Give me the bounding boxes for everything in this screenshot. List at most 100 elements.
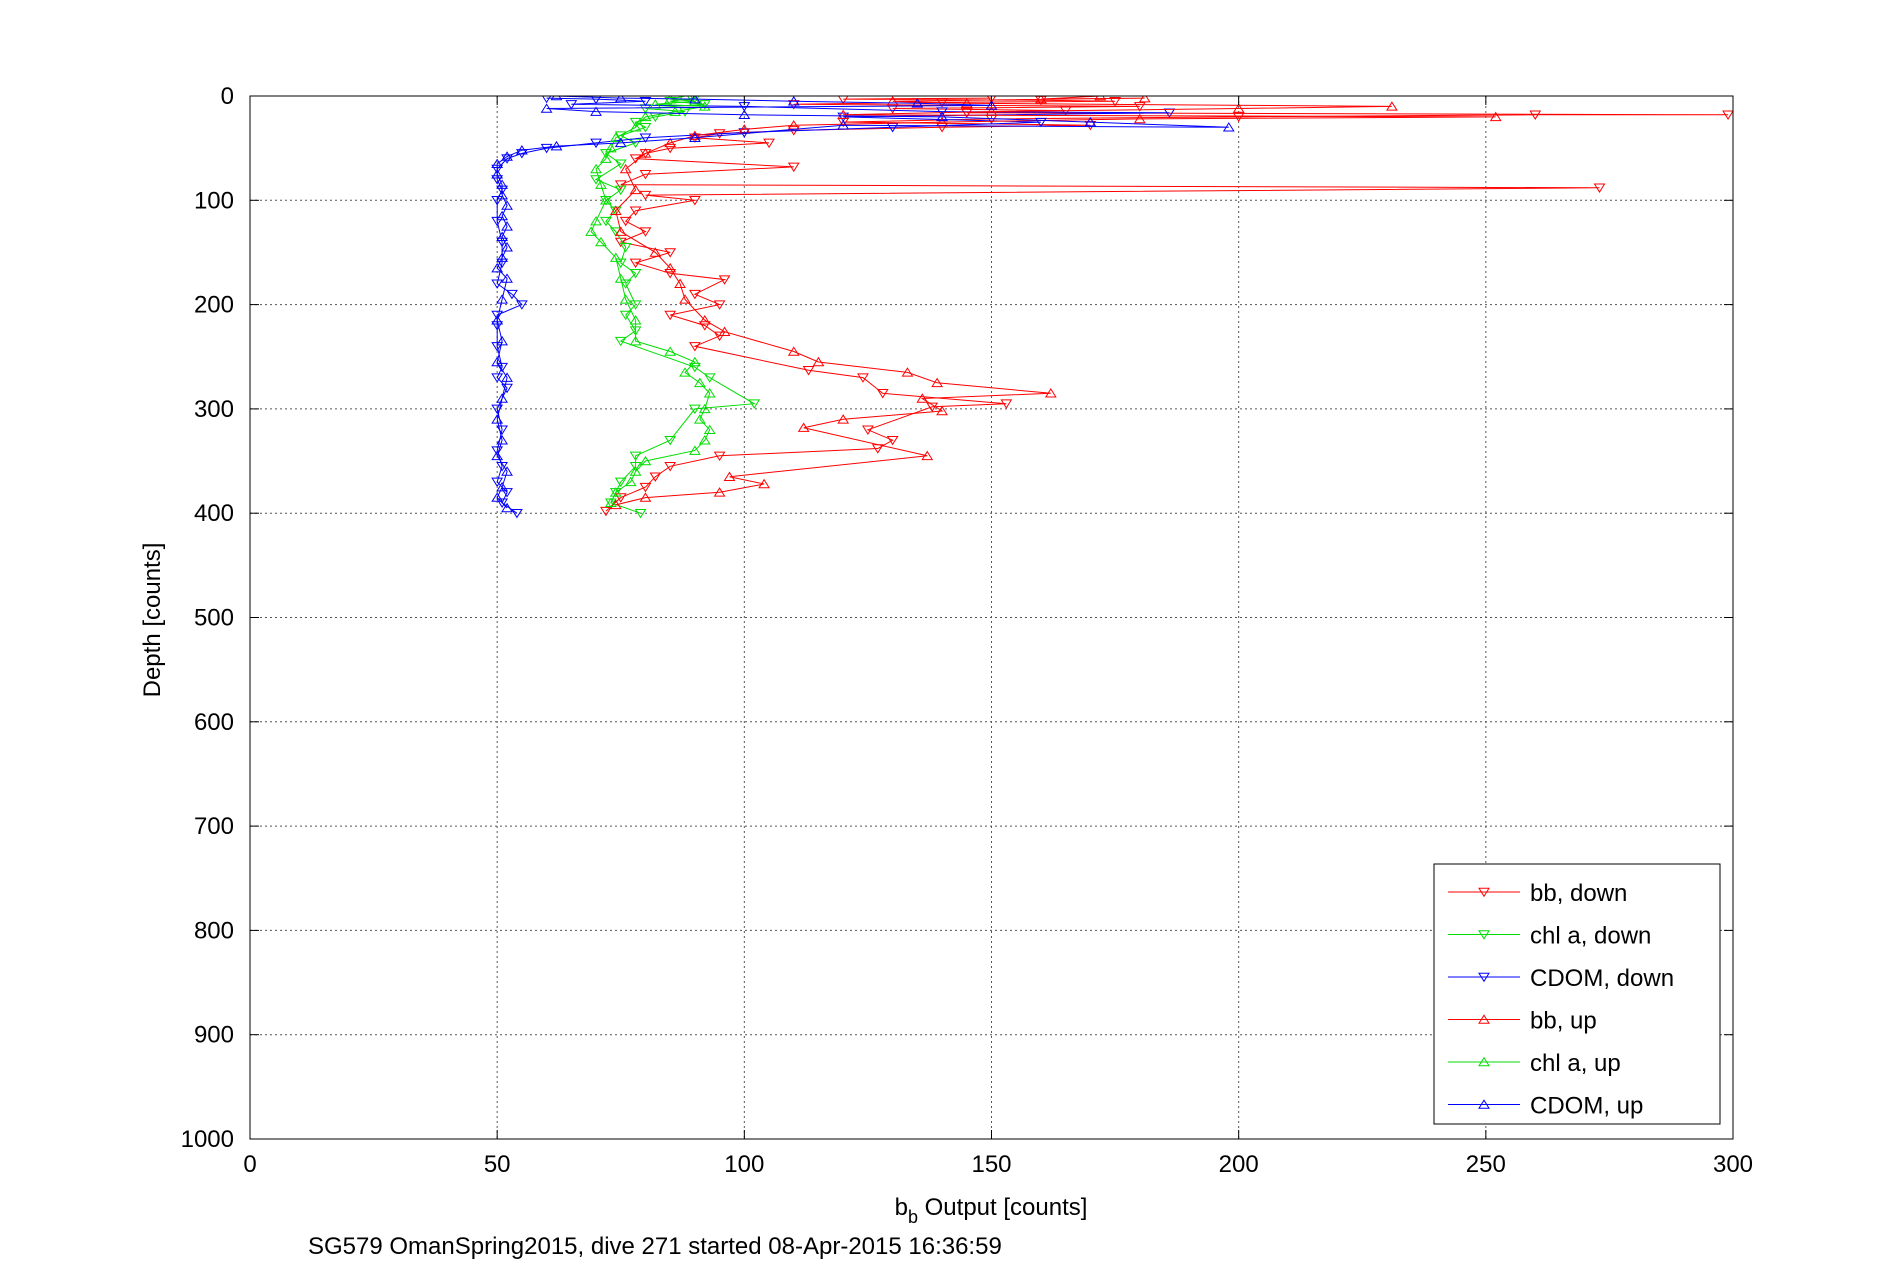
- data-point: [629, 258, 642, 269]
- series-line: [594, 97, 756, 514]
- data-point: [1222, 122, 1235, 132]
- x-axis-ticks: 0 50 100 150 200 250 300: [243, 96, 1753, 1178]
- data-point: [664, 96, 677, 107]
- data-point: [609, 205, 622, 215]
- data-point: [629, 335, 642, 346]
- data-point: [501, 151, 513, 161]
- data-point: [738, 109, 751, 120]
- data-point: [619, 163, 632, 174]
- data-point: [664, 137, 677, 148]
- data-point: [491, 492, 504, 502]
- data-point: [624, 476, 637, 487]
- data-point: [501, 221, 513, 231]
- data-point: [629, 300, 642, 310]
- data-point: [634, 508, 647, 519]
- data-point: [619, 294, 632, 304]
- data-point: [491, 279, 504, 289]
- data-point: [619, 242, 632, 253]
- data-point: [713, 300, 726, 310]
- y-tick-label: 300: [194, 396, 234, 423]
- data-point: [496, 393, 509, 403]
- data-point: [604, 497, 617, 508]
- data-point: [585, 226, 597, 236]
- data-point: [664, 346, 677, 356]
- data-point: [590, 106, 602, 116]
- data-point: [629, 451, 642, 462]
- data-point: [693, 414, 706, 424]
- data-point: [901, 367, 914, 377]
- data-point: [609, 487, 622, 497]
- data-point: [926, 402, 939, 413]
- data-point: [629, 184, 642, 195]
- data-point: [1109, 96, 1121, 107]
- data-point: [614, 185, 627, 196]
- data-point: [688, 96, 701, 104]
- data-point: [550, 140, 563, 151]
- data-point: [679, 367, 691, 377]
- data-point: [718, 275, 731, 285]
- data-point: [629, 466, 642, 476]
- legend-marker: [1478, 1056, 1490, 1067]
- data-point: [664, 310, 677, 321]
- data-point: [639, 492, 652, 502]
- data-point: [688, 132, 701, 142]
- data-point: [614, 477, 627, 488]
- data-point: [862, 425, 874, 435]
- data-point: [614, 159, 627, 169]
- data-point: [649, 247, 662, 257]
- data-point: [491, 315, 504, 325]
- data-point: [664, 462, 677, 472]
- data-point: [491, 169, 504, 179]
- legend-marker: [1478, 1099, 1490, 1109]
- data-point: [837, 109, 850, 120]
- data-point: [496, 335, 509, 346]
- data-point: [639, 455, 652, 466]
- y-tick-label: 200: [194, 292, 234, 319]
- data-point: [723, 471, 736, 481]
- data-point: [590, 163, 602, 174]
- data-point: [649, 472, 662, 482]
- data-point: [664, 248, 677, 258]
- data-point: [614, 336, 627, 347]
- data-point: [703, 373, 716, 383]
- data-point: [960, 98, 973, 108]
- data-point: [763, 138, 775, 149]
- data-point: [639, 190, 652, 201]
- data-point: [590, 215, 602, 226]
- data-point: [688, 445, 701, 455]
- y-axis-ticks: 0 100 200 300 400 500 600 700 800 900 1000: [181, 83, 1733, 1153]
- data-point: [688, 196, 701, 206]
- data-point: [960, 108, 973, 118]
- data-point: [491, 477, 504, 488]
- data-point: [501, 488, 513, 498]
- data-point: [590, 138, 602, 149]
- data-point: [496, 210, 509, 221]
- data-point: [491, 446, 504, 456]
- data-point: [565, 100, 578, 110]
- y-tick-label: 700: [194, 813, 234, 840]
- data-point: [1035, 117, 1047, 128]
- data-point: [1722, 110, 1733, 120]
- data-point: [1044, 388, 1057, 398]
- x-axis-label: bb Output [counts]: [895, 1194, 1088, 1227]
- data-point: [857, 373, 869, 383]
- data-point: [664, 143, 677, 154]
- data-point: [501, 200, 513, 210]
- legend-entry: CDOM, up: [1530, 1093, 1643, 1120]
- y-tick-label: 800: [194, 917, 234, 944]
- data-point: [501, 466, 513, 476]
- legend-marker: [1478, 1014, 1490, 1024]
- data-point: [688, 289, 701, 300]
- data-point: [496, 179, 509, 189]
- data-point: [802, 366, 815, 376]
- data-point: [688, 130, 701, 140]
- data-point: [936, 107, 948, 117]
- data-point: [629, 462, 642, 472]
- legend-entry: CDOM, down: [1530, 965, 1674, 992]
- data-point: [911, 98, 924, 108]
- data-point: [629, 122, 642, 132]
- data-point: [1133, 113, 1146, 124]
- data-point: [515, 300, 528, 310]
- data-point: [491, 356, 504, 367]
